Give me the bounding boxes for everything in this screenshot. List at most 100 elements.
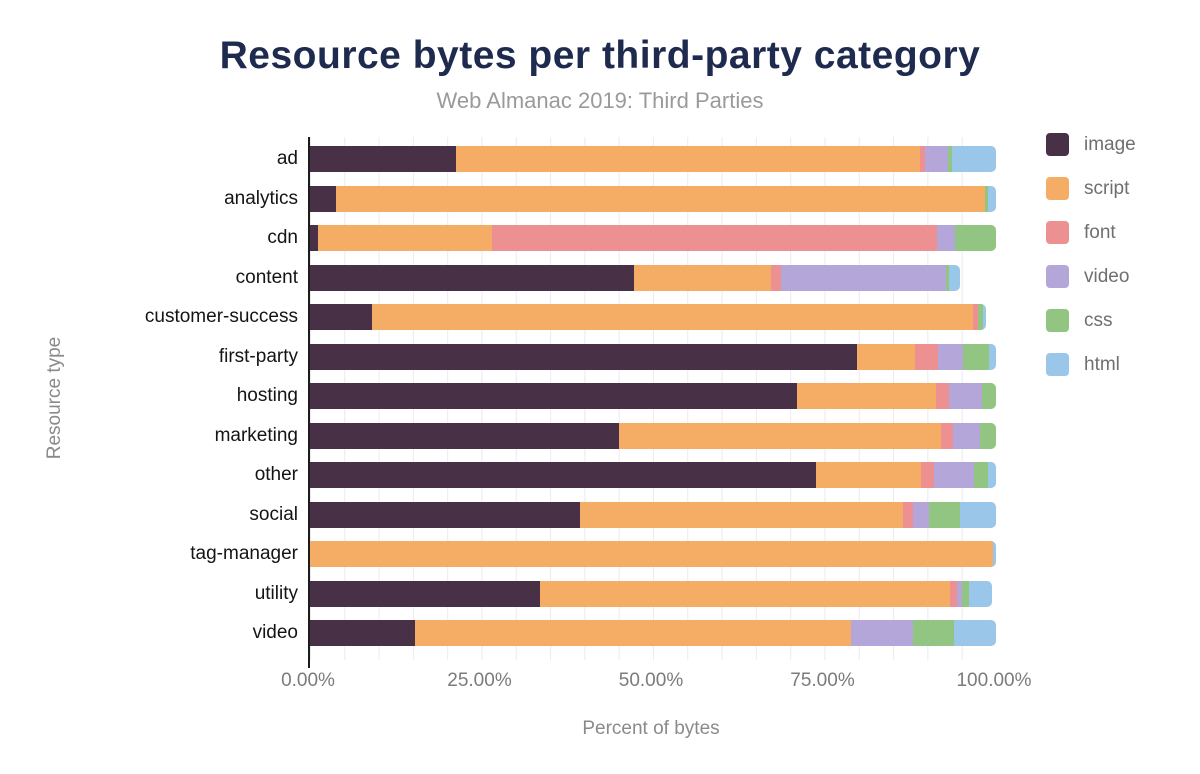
bar-segment-image-first-party[interactable]	[310, 343, 857, 370]
bar-segment-css-hosting[interactable]	[982, 383, 996, 409]
bar-row-customer-success	[310, 304, 987, 330]
legend-swatch-html	[1046, 353, 1069, 376]
legend-label-font: font	[1084, 221, 1116, 243]
bar-segment-css-utility[interactable]	[961, 580, 970, 607]
bar-segment-html-utility[interactable]	[969, 580, 992, 607]
bar-segment-video-hosting[interactable]	[948, 383, 983, 409]
category-label-first-party: first-party	[218, 345, 298, 367]
bar-segment-video-ad[interactable]	[924, 146, 948, 172]
bar-segment-font-ad[interactable]	[919, 146, 925, 172]
bar-segment-video-marketing[interactable]	[953, 422, 981, 449]
bar-segment-script-hosting[interactable]	[797, 383, 937, 409]
bar-row-cdn	[310, 225, 996, 251]
legend-item-video[interactable]: video	[1046, 265, 1136, 288]
bar-segment-script-tag-manager[interactable]	[310, 541, 993, 567]
legend-swatch-font	[1046, 221, 1069, 244]
bar-segment-html-other[interactable]	[988, 462, 996, 488]
x-axis-ticks: 0.00% 25.00% 50.00% 75.00% 100.00%	[281, 670, 1031, 694]
bar-segment-font-content[interactable]	[770, 264, 781, 291]
bar-segment-image-cdn[interactable]	[310, 225, 318, 251]
legend-swatch-css	[1046, 309, 1069, 332]
bar-segment-css-other[interactable]	[974, 462, 989, 488]
bar-segment-html-social[interactable]	[960, 501, 996, 528]
bar-segment-html-content[interactable]	[948, 264, 961, 291]
legend: image script font video css html	[1046, 133, 1136, 397]
bar-segment-font-cdn[interactable]	[491, 225, 937, 251]
bar-segment-script-marketing[interactable]	[618, 422, 942, 449]
bar-segment-image-content[interactable]	[310, 264, 634, 291]
bar-segment-css-customer-success[interactable]	[978, 304, 983, 330]
bar-segment-script-ad[interactable]	[456, 146, 920, 172]
bar-segment-image-social[interactable]	[310, 501, 581, 528]
bar-segment-html-ad[interactable]	[952, 146, 996, 172]
bar-segment-video-other[interactable]	[933, 462, 975, 488]
bar-segment-font-utility[interactable]	[950, 580, 957, 607]
bar-segment-html-tag-manager[interactable]	[992, 541, 996, 567]
bar-segment-video-content[interactable]	[780, 264, 946, 291]
bar-segment-script-video[interactable]	[414, 620, 851, 646]
bar-segment-css-video[interactable]	[912, 620, 955, 646]
bar-segment-video-cdn[interactable]	[936, 225, 956, 251]
legend-item-font[interactable]: font	[1046, 221, 1136, 244]
bar-row-ad	[310, 146, 996, 172]
bar-segment-image-utility[interactable]	[310, 580, 541, 607]
bar-segment-css-first-party[interactable]	[963, 343, 990, 370]
bar-segment-css-ad[interactable]	[947, 146, 953, 172]
bar-segment-script-utility[interactable]	[540, 580, 951, 607]
legend-item-css[interactable]: css	[1046, 309, 1136, 332]
bar-segment-html-analytics[interactable]	[987, 185, 996, 212]
bar-segment-css-social[interactable]	[929, 501, 961, 528]
bar-segment-video-social[interactable]	[912, 501, 930, 528]
bar-segment-script-cdn[interactable]	[317, 225, 492, 251]
bar-segment-css-analytics[interactable]	[985, 185, 988, 212]
bar-segment-image-customer-success[interactable]	[310, 304, 373, 330]
bar-segment-font-customer-success[interactable]	[972, 304, 979, 330]
bar-segment-image-video[interactable]	[310, 620, 415, 646]
category-label-social: social	[249, 503, 298, 525]
bar-row-tag-manager	[310, 541, 996, 567]
x-tick-label-50: 50.00%	[618, 670, 684, 691]
bar-segment-image-marketing[interactable]	[310, 422, 619, 449]
bar-row-video	[310, 620, 996, 646]
category-label-tag-manager: tag-manager	[190, 543, 298, 564]
bar-segment-script-social[interactable]	[580, 501, 904, 528]
legend-item-image[interactable]: image	[1046, 133, 1136, 156]
bar-segment-image-analytics[interactable]	[310, 185, 337, 212]
bar-row-social	[310, 501, 996, 528]
x-tick-label-0: 0.00%	[281, 670, 335, 691]
bar-row-utility	[310, 580, 992, 607]
bar-segment-html-first-party[interactable]	[989, 343, 996, 370]
bar-segment-script-content[interactable]	[633, 264, 771, 291]
bar-segment-font-social[interactable]	[903, 501, 913, 528]
y-axis-labels: ad analytics cdn content customer-success fir…	[0, 137, 298, 660]
bar-segment-font-marketing[interactable]	[941, 422, 954, 449]
bar-segment-video-utility[interactable]	[956, 580, 962, 607]
category-label-ad: ad	[276, 148, 298, 169]
bar-segment-css-cdn[interactable]	[955, 225, 996, 251]
x-axis-zero-tick	[308, 660, 310, 668]
bar-segment-css-marketing[interactable]	[980, 422, 996, 449]
bar-segment-script-customer-success[interactable]	[372, 304, 973, 330]
bar-segment-image-hosting[interactable]	[310, 383, 798, 409]
bar-segment-image-other[interactable]	[310, 462, 817, 488]
bar-segment-image-ad[interactable]	[310, 146, 457, 172]
bar-segment-font-other[interactable]	[920, 462, 934, 488]
bar-segment-html-customer-success[interactable]	[982, 304, 987, 330]
category-label-analytics: analytics	[224, 187, 298, 209]
legend-item-script[interactable]: script	[1046, 177, 1136, 200]
category-label-utility: utility	[254, 582, 298, 604]
bar-segment-font-first-party[interactable]	[915, 343, 938, 370]
bar-segment-font-hosting[interactable]	[936, 383, 949, 409]
bar-segment-video-video[interactable]	[850, 620, 913, 646]
bar-segment-script-first-party[interactable]	[856, 343, 916, 370]
category-label-other: other	[254, 464, 298, 485]
bar-segment-css-content[interactable]	[945, 264, 949, 291]
bar-segment-script-analytics[interactable]	[336, 185, 986, 212]
bar-segment-html-video[interactable]	[954, 620, 996, 646]
bar-segment-script-other[interactable]	[816, 462, 921, 488]
legend-label-css: css	[1084, 309, 1113, 331]
bar-segment-video-first-party[interactable]	[937, 343, 964, 370]
legend-item-html[interactable]: html	[1046, 353, 1136, 376]
plot-area	[308, 137, 996, 660]
legend-label-image: image	[1084, 133, 1136, 155]
